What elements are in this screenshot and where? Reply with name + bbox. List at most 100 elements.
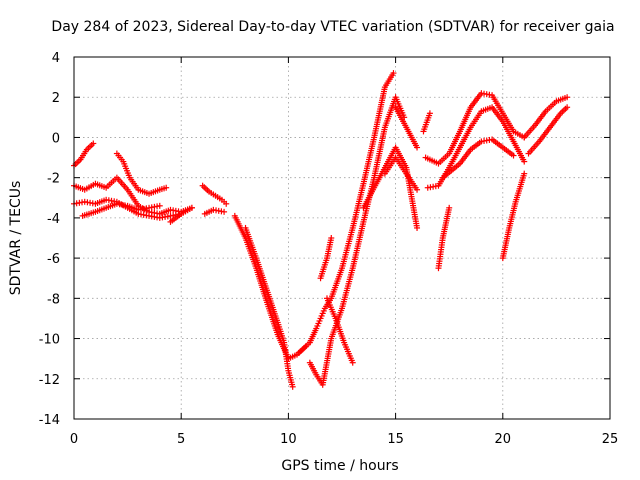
y-tick-label: -8 — [47, 292, 60, 307]
series-segment — [393, 106, 409, 129]
series-track-25 — [525, 104, 571, 157]
y-tick-label: -10 — [39, 333, 60, 348]
data-point — [328, 235, 335, 241]
data-point — [521, 158, 528, 165]
series-segment — [94, 197, 108, 207]
series-segment — [506, 200, 519, 229]
data-point — [223, 200, 230, 207]
series-segment — [372, 166, 387, 189]
data-point — [163, 184, 170, 191]
series-segment — [500, 227, 512, 259]
series-segment — [137, 187, 150, 196]
series-track-16 — [381, 154, 421, 193]
series-segment — [264, 301, 280, 336]
series-segment — [555, 95, 568, 104]
series-segment — [318, 307, 327, 319]
series-track-9 — [231, 212, 309, 362]
series-track-15 — [360, 144, 421, 231]
x-tick-label: 0 — [70, 432, 78, 447]
series-track-11 — [296, 70, 397, 356]
series-track-3 — [71, 196, 185, 221]
data-point — [156, 202, 163, 209]
series-track-6 — [167, 204, 195, 225]
series-segment — [350, 182, 366, 229]
series-track-8 — [201, 206, 228, 217]
y-tick-label: 2 — [52, 91, 60, 106]
series-segment — [393, 146, 409, 169]
series-track-4 — [79, 200, 163, 219]
data-point — [221, 208, 228, 215]
data-point — [349, 359, 356, 366]
series-track-2 — [71, 140, 97, 169]
series-segment — [318, 257, 330, 279]
series-segment — [324, 297, 338, 320]
series-segment — [121, 160, 132, 179]
series-segment — [307, 361, 319, 376]
data-point — [521, 170, 528, 177]
series-segment — [393, 96, 407, 119]
tick-labels: 0 5 10 15 20 25 -14 -12 -10 -8 -6 -4 -2 0 2 4 — [39, 51, 619, 447]
series-track-21 — [439, 136, 517, 181]
data-points — [71, 70, 571, 390]
series-segment — [468, 110, 484, 129]
data-point — [414, 144, 421, 151]
series-segment — [382, 96, 398, 129]
series-segment — [440, 206, 452, 239]
series-segment — [350, 221, 366, 269]
data-point — [390, 70, 397, 77]
series-segment — [84, 199, 96, 207]
data-point — [426, 110, 433, 117]
y-tick-label: -4 — [47, 212, 60, 227]
series-track-23 — [499, 170, 528, 262]
series-segment — [404, 172, 419, 191]
series-track-19 — [422, 90, 528, 167]
x-tick-label: 15 — [387, 432, 404, 447]
x-tick-label: 20 — [495, 432, 512, 447]
series-track-10 — [242, 224, 296, 390]
series-segment — [159, 213, 171, 221]
series-segment — [329, 267, 345, 300]
x-axis-label: GPS time / hours — [281, 458, 398, 474]
axis-ticks — [73, 56, 611, 420]
series-segment — [424, 155, 440, 166]
series-segment — [243, 237, 259, 270]
series-segment — [468, 91, 484, 109]
data-point — [446, 204, 453, 211]
series-segment — [73, 199, 86, 207]
series-track-20 — [424, 104, 528, 191]
y-tick-label: -2 — [47, 172, 60, 187]
series-segment — [404, 126, 419, 149]
series-segment — [264, 289, 280, 324]
plot-frame — [73, 56, 611, 420]
series-segment — [501, 145, 515, 158]
series-segment — [437, 152, 451, 165]
series-segment — [342, 341, 355, 364]
series-track-12 — [306, 94, 408, 388]
series-segment — [203, 207, 215, 216]
series-segment — [360, 136, 377, 185]
series-segment — [511, 140, 527, 163]
series-segment — [371, 126, 388, 179]
series-segment — [481, 136, 493, 144]
x-tick-label: 10 — [280, 432, 297, 447]
data-point — [564, 94, 571, 101]
series-segment — [537, 126, 552, 143]
x-tick-label: 25 — [602, 432, 619, 447]
series-segment — [441, 161, 462, 180]
y-axis-label: SDTVAR / TECUs — [8, 181, 24, 296]
data-point — [414, 224, 421, 231]
y-tick-label: -14 — [39, 413, 60, 428]
series-segment — [243, 227, 259, 259]
series-segment — [447, 130, 462, 155]
series-segment — [339, 227, 356, 269]
grid-lines — [74, 57, 610, 419]
y-tick-label: 0 — [52, 131, 60, 146]
series-segment — [512, 129, 526, 140]
series-segment — [458, 148, 473, 165]
series-segment — [201, 184, 211, 194]
series-segment — [148, 203, 161, 211]
series-track-7 — [199, 182, 230, 207]
series-segment — [457, 126, 473, 149]
series-track-5 — [113, 150, 170, 197]
